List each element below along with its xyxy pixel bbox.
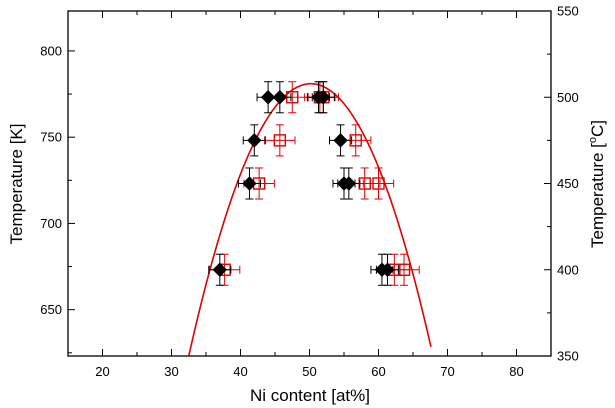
x-tick-label: 30 <box>164 364 178 379</box>
black-series-point <box>272 90 288 105</box>
y-axis-right-title: Temperature [oC] <box>587 120 607 248</box>
y-right-tick-label: 400 <box>557 262 579 277</box>
y-right-tick-label: 500 <box>557 90 579 105</box>
red-series-point <box>372 177 385 190</box>
axis-tick-labels: 20 30 40 50 60 70 80 650 700 750 800 350 400 450 500 55… <box>40 4 578 380</box>
y-right-tick-label: 350 <box>557 349 579 364</box>
y-axis-right-title-prefix: Temperature [ <box>588 143 607 248</box>
y-axis-right-title-suffix: C] <box>588 120 607 137</box>
red-series-point <box>397 263 411 276</box>
y-axis-right-title-degree: o <box>587 137 599 143</box>
y-right-tick-label: 450 <box>557 176 579 191</box>
y-right-tick-label: 550 <box>557 4 579 19</box>
y-left-tick-label: 700 <box>40 216 62 231</box>
black-series-point <box>242 176 257 191</box>
x-tick-label: 50 <box>302 364 316 379</box>
black-series-point <box>341 176 357 191</box>
x-tick-label: 60 <box>371 364 385 379</box>
black-series-point <box>247 133 262 148</box>
red-series-point <box>273 134 287 147</box>
fit-curve-layer <box>187 82 432 357</box>
x-axis-title: Ni content [at%] <box>250 386 370 405</box>
black-series-point <box>212 262 228 277</box>
y-left-tick-label: 800 <box>40 43 62 58</box>
plot-frame <box>67 10 552 357</box>
y-axis-left-title: Temperature [K] <box>7 124 26 245</box>
x-tick-label: 20 <box>95 364 109 379</box>
black-series-point <box>380 262 395 277</box>
black-series-point <box>333 133 348 148</box>
y-left-tick-label: 650 <box>40 302 62 317</box>
x-tick-label: 70 <box>440 364 454 379</box>
axis-ticks <box>67 10 552 357</box>
y-left-tick-label: 750 <box>40 130 62 145</box>
black-series-layer <box>208 81 400 286</box>
x-tick-label: 40 <box>233 364 247 379</box>
x-tick-label: 80 <box>509 364 523 379</box>
black-series-point <box>316 90 331 105</box>
black-series-point <box>260 90 276 105</box>
fit-curve <box>187 82 432 357</box>
